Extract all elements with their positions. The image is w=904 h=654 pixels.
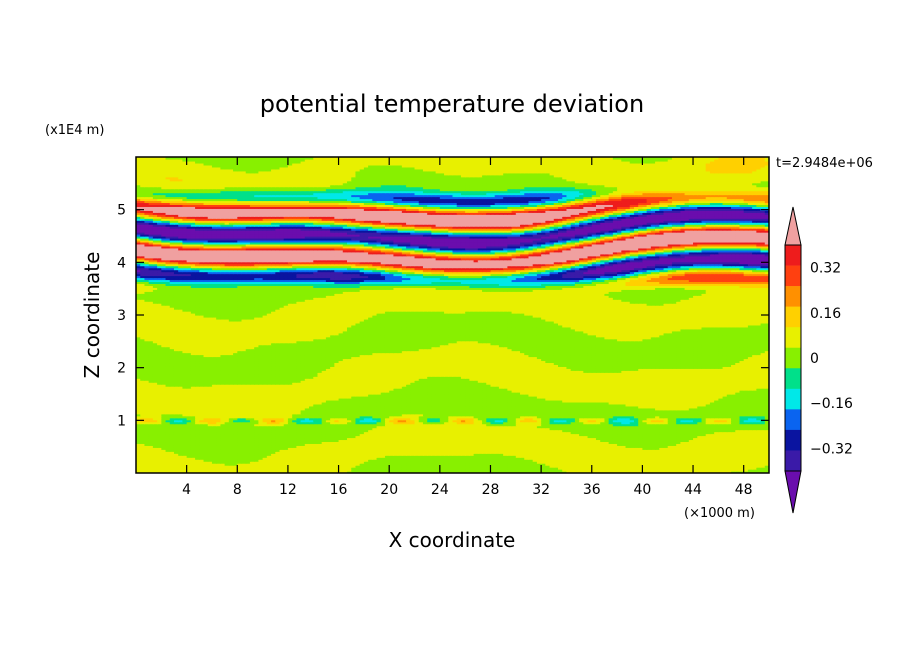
y-unit-label: (x1E4 m): [45, 123, 104, 138]
heatmap-field: [136, 157, 770, 474]
x-axis-label: X coordinate: [389, 528, 516, 552]
y-axis-label: Z coordinate: [80, 252, 104, 379]
x-unit-label: (×1000 m): [684, 506, 755, 521]
time-label: t=2.9484e+06: [776, 156, 873, 171]
chart-title: potential temperature deviation: [260, 90, 644, 118]
